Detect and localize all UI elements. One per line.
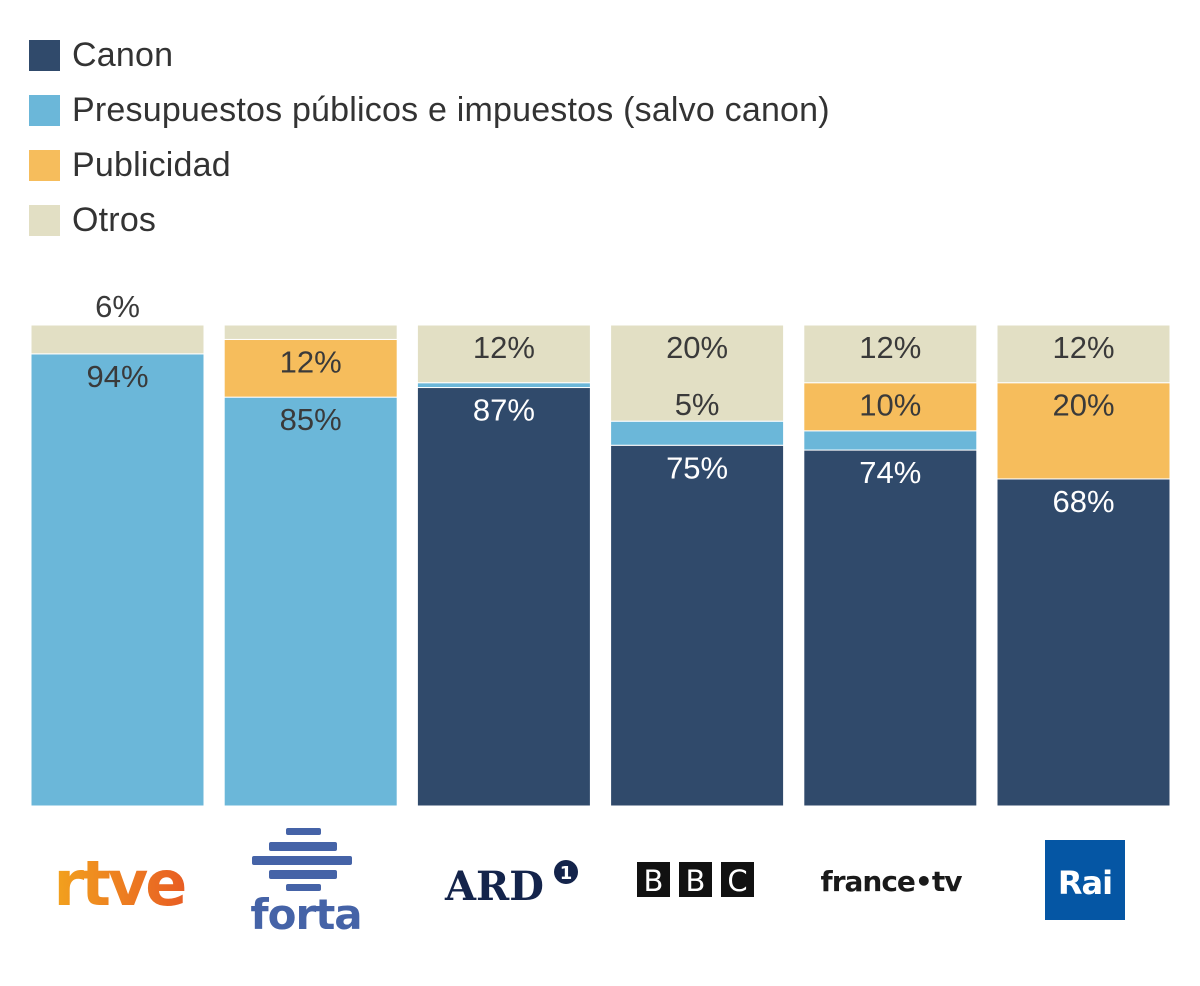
legend-label: Publicidad — [72, 146, 231, 184]
data-label: 20% — [666, 330, 728, 365]
legend: Canon Presupuestos públicos e impuestos … — [29, 28, 830, 248]
rai-logo-image: Rai — [1044, 840, 1125, 920]
bbc-logo: B B C — [601, 815, 794, 945]
legend-item-publicidad: Publicidad — [29, 138, 830, 193]
bar-group-forta: 12% 85% — [223, 324, 398, 807]
bar-segment-canon — [996, 478, 1171, 807]
forta-logo: forta — [214, 815, 407, 945]
bar-group-rtve: 6% 94% — [30, 289, 205, 807]
bbc-logo-letter: B — [685, 864, 705, 898]
data-label: 6% — [95, 289, 140, 324]
legend-item-presupuestos: Presupuestos públicos e impuestos (salvo… — [29, 83, 830, 138]
bar-segment-presupuestos — [416, 382, 591, 389]
bbc-logo-image: B B C — [636, 862, 754, 898]
data-label: 12% — [473, 330, 535, 365]
data-label: 12% — [280, 344, 342, 379]
ard-logo-image: ARD 1 — [444, 860, 578, 910]
bar-segment-otros — [223, 324, 398, 340]
france-tv-logo: france•tv — [794, 815, 987, 945]
bar-group-rai: 12% 20% 68% — [996, 324, 1171, 807]
bar-segment-presupuestos — [30, 353, 205, 807]
data-label: 20% — [1052, 388, 1114, 423]
data-label: 87% — [473, 393, 535, 428]
data-label: 12% — [859, 330, 921, 365]
legend-swatch — [29, 95, 60, 126]
bar-segment-otros — [30, 324, 205, 355]
legend-label: Canon — [72, 36, 174, 74]
legend-item-otros: Otros — [29, 193, 830, 248]
broadcaster-logos: rtve forta ARD 1 B B C — [0, 815, 1200, 945]
bar-segment-canon — [416, 387, 591, 807]
rai-logo: Rai — [988, 815, 1181, 945]
bar-segment-otros — [996, 324, 1171, 384]
rtve-logo-text: rtve — [53, 847, 185, 920]
legend-swatch — [29, 205, 60, 236]
legend-swatch — [29, 150, 60, 181]
france-tv-logo-image: france•tv — [820, 865, 963, 898]
data-label: 74% — [859, 455, 921, 490]
legend-label: Presupuestos públicos e impuestos (salvo… — [72, 91, 830, 129]
bbc-logo-letter: C — [727, 864, 747, 898]
legend-label: Otros — [72, 201, 157, 239]
data-label: 94% — [86, 359, 148, 394]
bbc-logo-letter: B — [643, 864, 663, 898]
bar-segment-publicidad — [996, 382, 1171, 480]
bar-group-france-tv: 12% 10% 74% — [803, 324, 978, 807]
data-label: 75% — [666, 450, 728, 485]
rtve-logo-image: rtve — [53, 847, 188, 920]
rai-logo-text: Rai — [1057, 864, 1111, 902]
data-label: 12% — [1052, 330, 1114, 365]
bar-segment-otros — [416, 324, 591, 384]
data-label: 5% — [675, 387, 720, 422]
bar-segment-canon — [803, 449, 978, 807]
forta-logo-text: forta — [250, 890, 361, 939]
rtve-logo: rtve — [22, 815, 215, 945]
ard-logo-badge: 1 — [559, 863, 572, 884]
bar-segment-publicidad — [803, 382, 978, 432]
bar-segment-presupuestos — [610, 420, 785, 446]
data-label: 85% — [280, 402, 342, 437]
bar-group-ard: 12% 87% — [416, 324, 591, 807]
bar-segment-canon — [610, 444, 785, 807]
bar-segment-presupuestos — [223, 396, 398, 807]
ard-logo-text: ARD — [444, 863, 544, 910]
france-tv-logo-text: france•tv — [820, 865, 962, 898]
data-label: 68% — [1052, 484, 1114, 519]
bar-segment-otros — [803, 324, 978, 384]
legend-item-canon: Canon — [29, 28, 830, 83]
ard-logo: ARD 1 — [408, 815, 601, 945]
legend-swatch — [29, 40, 60, 71]
bar-segment-presupuestos — [803, 430, 978, 451]
data-label: 10% — [859, 388, 921, 423]
forta-logo-image: forta — [250, 828, 362, 939]
bar-segment-otros — [610, 324, 785, 422]
bar-group-bbc: 20% 5% 75% — [610, 324, 785, 807]
